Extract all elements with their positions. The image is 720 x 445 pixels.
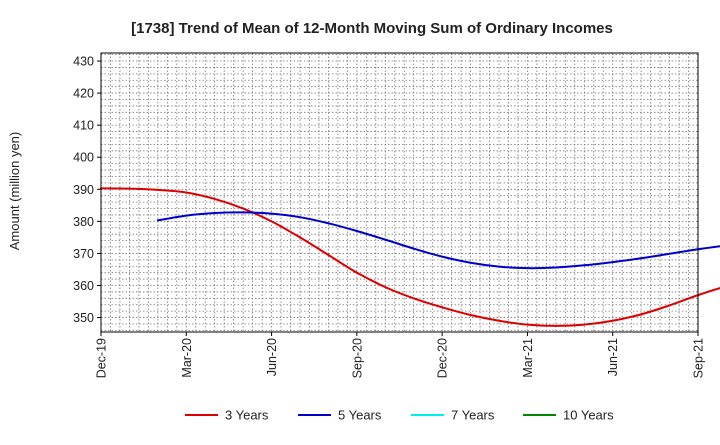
legend-label-10-years: 10 Years <box>563 408 614 423</box>
y-tick-label: 360 <box>73 279 94 293</box>
grid <box>100 53 699 332</box>
x-tick-label: Dec-20 <box>436 338 450 378</box>
x-tick-label: Dec-19 <box>95 338 109 378</box>
y-tick-label: 350 <box>73 311 94 325</box>
legend-label-5-years: 5 Years <box>338 408 382 423</box>
x-tick-label: Sep-20 <box>350 338 364 378</box>
y-tick-label: 380 <box>73 215 94 229</box>
x-tick-label: Jun-21 <box>606 338 620 376</box>
y-tick-label: 410 <box>73 119 94 133</box>
y-tick-label: 430 <box>73 55 94 69</box>
legend-label-3-years: 3 Years <box>225 408 269 423</box>
ticks: 350 360 370 380 390 400 410 420 430 Dec-19 Mar-20 J… <box>73 55 706 379</box>
chart-title: [1738] Trend of Mean of 12-Month Moving … <box>131 20 613 37</box>
x-tick-label: Mar-20 <box>180 338 194 378</box>
y-tick-label: 400 <box>73 151 94 165</box>
series-line-5-years <box>156 211 720 270</box>
y-tick-label: 370 <box>73 247 94 261</box>
series-group <box>100 187 720 327</box>
plot-frame <box>100 52 699 333</box>
y-axis-label: Amount (million yen) <box>7 132 22 251</box>
x-tick-label: Sep-21 <box>692 338 706 378</box>
y-tick-label: 420 <box>73 87 94 101</box>
x-tick-label: Jun-20 <box>265 338 279 376</box>
legend-label-7-years: 7 Years <box>451 408 495 423</box>
series-line-3-years <box>100 187 720 327</box>
x-tick-label: Mar-21 <box>521 338 535 378</box>
y-tick-label: 390 <box>73 183 94 197</box>
legend: 3 Years 5 Years 7 Years 10 Years <box>185 408 614 423</box>
